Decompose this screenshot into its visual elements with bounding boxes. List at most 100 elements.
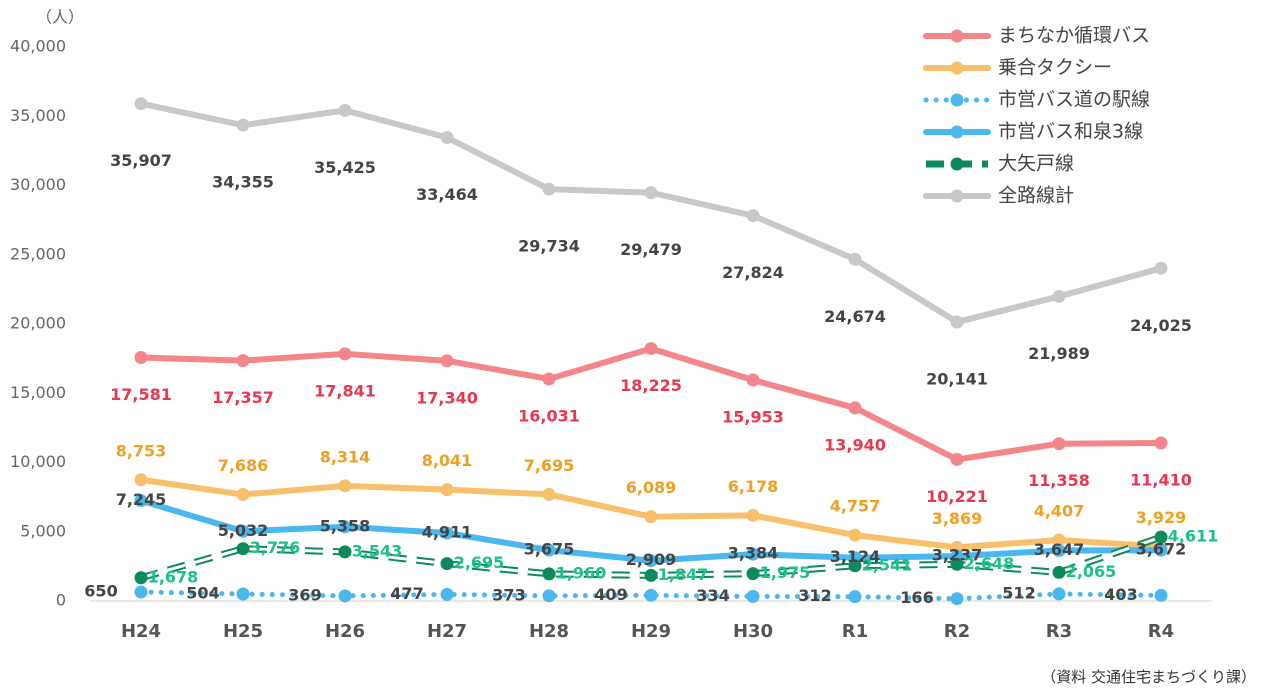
data-label: 2,695: [454, 553, 505, 572]
data-point: [848, 252, 862, 266]
y-tick-label: 30,000: [10, 175, 66, 194]
data-label: 2,541: [862, 555, 913, 574]
data-label: 11,358: [1028, 471, 1090, 490]
data-point: [746, 547, 760, 561]
data-label: 1,847: [658, 565, 709, 584]
data-label: 6,089: [626, 478, 677, 497]
data-label: 5,358: [320, 516, 371, 535]
data-label: 409: [594, 585, 627, 604]
data-label: 1,975: [760, 563, 811, 582]
data-label: 29,479: [620, 240, 682, 259]
data-label: 2,065: [1066, 562, 1117, 581]
data-label: 20,141: [926, 370, 988, 389]
data-label: 1,960: [556, 563, 607, 582]
data-label: 334: [696, 586, 729, 605]
data-point: [236, 354, 250, 368]
data-label: 2,648: [964, 554, 1015, 573]
data-label: 3,647: [1034, 540, 1085, 559]
data-point: [644, 186, 658, 200]
data-point: [542, 543, 556, 557]
data-point: [746, 373, 760, 387]
data-point: [746, 508, 760, 522]
data-point: [134, 351, 148, 365]
data-point: [542, 372, 556, 386]
data-point: [1154, 530, 1168, 544]
data-label: 369: [288, 585, 321, 604]
y-tick-label: 20,000: [10, 314, 66, 333]
data-point: [440, 483, 454, 497]
data-label: 33,464: [416, 185, 478, 204]
data-point: [746, 589, 760, 603]
legend-label: 乗合タクシー: [998, 57, 1112, 79]
x-tick-label: H24: [121, 621, 161, 642]
data-point: [1052, 437, 1066, 451]
data-point: [236, 118, 250, 132]
y-tick-label: 10,000: [10, 452, 66, 471]
data-label: 17,357: [212, 388, 274, 407]
data-point: [440, 587, 454, 601]
y-tick-label: 5,000: [20, 521, 66, 540]
data-point: [236, 587, 250, 601]
data-point: [950, 592, 964, 606]
data-point: [644, 510, 658, 524]
data-label: 3,675: [524, 540, 575, 559]
data-label: 15,953: [722, 408, 784, 427]
data-label: 650: [84, 581, 117, 600]
data-label: 17,340: [416, 388, 478, 407]
source-note: （資料 交通住宅まちづくり課）: [1041, 668, 1256, 686]
data-point: [848, 590, 862, 604]
data-point: [1154, 543, 1168, 557]
data-label: 3,237: [932, 546, 983, 565]
y-tick-label: 25,000: [10, 244, 66, 263]
legend-label: 大矢戸線: [998, 153, 1074, 175]
x-tick-label: H30: [733, 621, 773, 642]
series-line: [138, 589, 1164, 602]
data-point: [134, 585, 148, 599]
data-label: 3,776: [250, 538, 301, 557]
data-point: [542, 567, 556, 581]
data-label: 35,907: [110, 151, 172, 170]
data-label: 3,543: [352, 541, 403, 560]
data-label: 7,686: [218, 456, 269, 475]
data-label: 21,989: [1028, 344, 1090, 363]
data-point: [236, 524, 250, 538]
data-point: [950, 315, 964, 329]
data-point: [1052, 565, 1066, 579]
data-label: 7,245: [116, 490, 167, 509]
data-point: [236, 542, 250, 556]
y-tick-label: 35,000: [10, 106, 66, 125]
data-point: [644, 568, 658, 582]
data-point: [950, 557, 964, 571]
legend-label: 市営バス和泉3線: [998, 121, 1143, 143]
data-label: 27,824: [722, 263, 784, 282]
data-label: 403: [1104, 585, 1137, 604]
data-point: [338, 545, 352, 559]
data-point: [644, 342, 658, 356]
data-point: [848, 528, 862, 542]
data-point: [1052, 289, 1066, 303]
data-point: [440, 557, 454, 571]
data-label: 166: [900, 588, 933, 607]
data-point: [950, 452, 964, 466]
data-point: [134, 494, 148, 508]
data-point: [338, 347, 352, 361]
data-label: 11,410: [1130, 470, 1192, 489]
data-label: 5,032: [218, 521, 269, 540]
data-label: 3,384: [728, 544, 779, 563]
data-label: 4,611: [1168, 527, 1219, 546]
x-tick-label: H27: [427, 621, 467, 642]
legend-label: 市営バス道の駅線: [998, 89, 1150, 111]
x-tick-label: H26: [325, 621, 365, 642]
data-point: [440, 354, 454, 368]
legend-marker: [950, 189, 964, 203]
data-point: [338, 520, 352, 534]
x-tick-label: R1: [842, 621, 868, 642]
data-point: [542, 182, 556, 196]
data-point: [440, 131, 454, 145]
data-label: 10,221: [926, 487, 988, 506]
data-point: [848, 401, 862, 415]
data-label: 512: [1002, 583, 1035, 602]
data-point: [746, 209, 760, 223]
data-label: 29,734: [518, 237, 580, 256]
